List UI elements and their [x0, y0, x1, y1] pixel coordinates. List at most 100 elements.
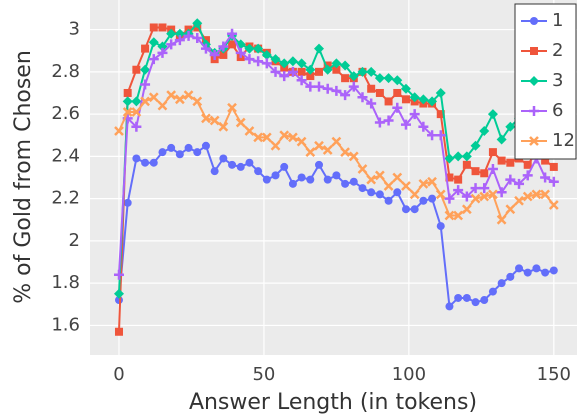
marker [175, 150, 184, 159]
marker [157, 100, 168, 111]
marker [374, 170, 385, 181]
marker [235, 117, 246, 128]
marker [140, 96, 150, 107]
marker [471, 298, 480, 307]
marker [297, 173, 306, 182]
marker [184, 143, 193, 152]
y-tick-label: 2.4 [51, 145, 80, 166]
marker [348, 151, 359, 162]
marker [548, 200, 559, 210]
marker [435, 130, 446, 141]
marker [506, 272, 515, 281]
marker [261, 58, 272, 69]
marker [357, 66, 368, 77]
marker [322, 83, 333, 94]
marker [227, 28, 238, 39]
marker [253, 43, 264, 54]
marker [444, 193, 455, 204]
y-axis-title: % of Gold from Chosen [11, 50, 36, 304]
marker [315, 67, 324, 76]
marker [149, 23, 158, 32]
marker [122, 107, 133, 117]
marker [400, 119, 411, 130]
marker [487, 109, 498, 120]
marker [348, 71, 359, 82]
marker [341, 179, 350, 188]
marker [529, 136, 539, 146]
marker [306, 72, 315, 81]
marker [287, 66, 298, 77]
marker [340, 90, 351, 101]
marker [262, 175, 271, 184]
marker [530, 17, 538, 25]
marker [392, 172, 403, 183]
legend-label: 1 [552, 10, 563, 31]
marker [270, 54, 281, 65]
marker [531, 189, 542, 200]
marker [436, 110, 445, 119]
marker [315, 160, 324, 169]
marker [331, 58, 342, 69]
marker [219, 50, 228, 59]
marker [219, 154, 228, 163]
marker [367, 84, 376, 93]
marker [418, 94, 429, 105]
marker [549, 162, 558, 171]
marker [174, 28, 185, 39]
marker [496, 134, 507, 145]
marker [228, 160, 237, 169]
marker [530, 47, 538, 55]
marker [236, 162, 245, 171]
marker [140, 64, 151, 75]
marker [271, 171, 280, 180]
y-tick-label: 2.8 [51, 61, 80, 82]
marker [244, 54, 255, 65]
marker [367, 188, 376, 197]
marker [471, 167, 480, 176]
marker [453, 210, 464, 221]
marker [384, 196, 393, 205]
marker [314, 140, 324, 151]
y-tick-label: 2 [69, 230, 80, 251]
marker [410, 205, 419, 214]
marker [288, 179, 297, 188]
marker [148, 54, 159, 65]
x-tick-label: 50 [252, 364, 275, 385]
marker [157, 41, 168, 52]
marker [496, 187, 507, 198]
marker [254, 167, 263, 176]
marker [497, 156, 506, 165]
marker [279, 130, 290, 141]
legend-label: 3 [552, 70, 563, 91]
marker [305, 81, 316, 92]
marker [427, 96, 438, 107]
marker [113, 288, 124, 299]
marker [401, 205, 410, 214]
marker [132, 65, 141, 74]
marker [166, 28, 177, 39]
marker [366, 98, 377, 109]
y-tick-label: 2.2 [51, 188, 80, 209]
marker [297, 67, 306, 76]
marker [323, 175, 332, 184]
marker [141, 44, 150, 53]
marker [131, 107, 142, 117]
marker [523, 268, 532, 277]
marker [418, 121, 429, 132]
marker [461, 204, 472, 215]
marker [132, 154, 141, 163]
marker [374, 73, 385, 84]
marker [470, 193, 481, 204]
marker [435, 189, 446, 200]
marker [409, 92, 420, 103]
x-tick-label: 0 [113, 364, 124, 385]
marker [383, 115, 394, 126]
marker [253, 132, 264, 143]
marker [375, 88, 384, 97]
marker [166, 90, 177, 100]
legend-label: 6 [552, 100, 563, 121]
marker [114, 126, 124, 136]
marker [167, 143, 176, 152]
marker [192, 96, 203, 107]
y-tick-label: 1.8 [51, 272, 80, 293]
